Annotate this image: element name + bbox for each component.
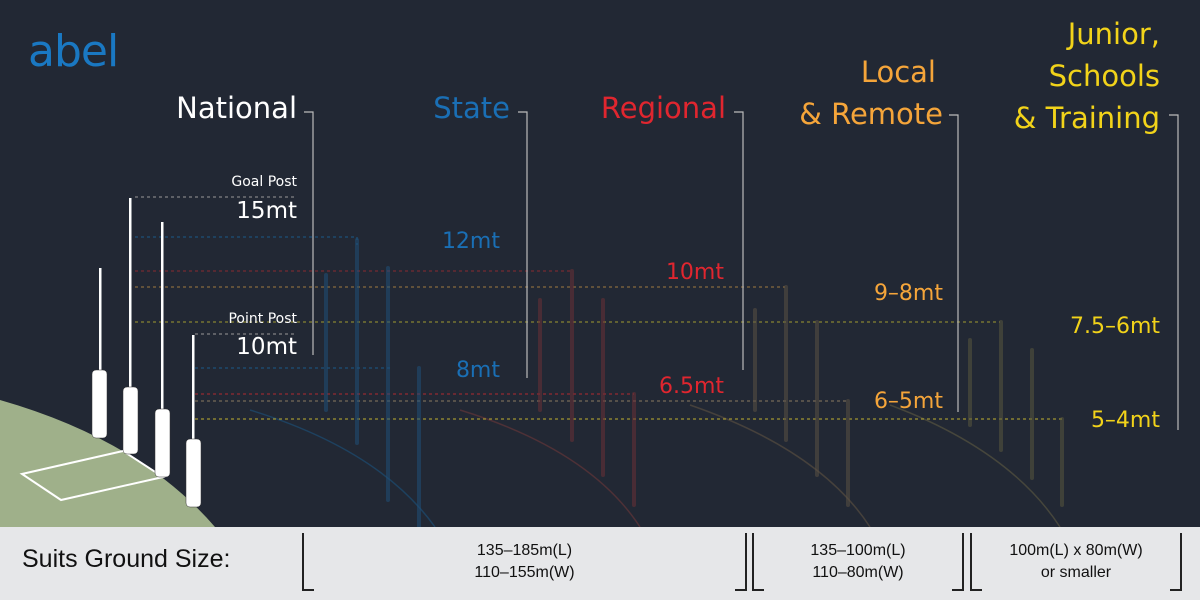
goal-post-diagram: abel — [0, 17, 1179, 527]
ground-size-bar: Suits Ground Size: 135–185m(L) 110–155m(… — [0, 527, 1200, 600]
national-point-height: 10mt — [236, 334, 297, 360]
tier-title-local-2: & Remote — [799, 97, 943, 131]
faint-posts — [324, 238, 1064, 527]
goal-post-label: Goal Post — [231, 174, 297, 190]
regional-goal-height: 10mt — [666, 260, 724, 285]
state-goal-height: 12mt — [442, 229, 500, 254]
ground — [0, 400, 215, 527]
tier-title-local-1: Local — [861, 55, 936, 89]
ground-size-width: 110–155m(W) — [474, 564, 575, 581]
tier-title-junior-1: Junior, — [1066, 17, 1160, 51]
height-guides — [135, 196, 1062, 420]
ground-size-note: or smaller — [1040, 564, 1112, 581]
junior-point-height: 5–4mt — [1091, 408, 1160, 433]
tier-title-state: State — [433, 91, 510, 125]
national-posts — [91, 198, 202, 508]
tier-brackets — [304, 111, 1179, 430]
ground-size-group-3: 100m(L) x 80m(W) or smaller — [970, 533, 1182, 591]
state-point-height: 8mt — [456, 358, 500, 383]
point-post-left — [99, 268, 102, 372]
ground-size-label: Suits Ground Size: — [22, 545, 231, 573]
ground-size-width: 110–80m(W) — [812, 564, 904, 581]
tier-title-national: National — [176, 91, 297, 125]
goal-post-left — [129, 198, 132, 390]
goal-square — [19, 449, 166, 502]
ground-size-length: 100m(L) x 80m(W) — [1009, 542, 1143, 559]
ground-size-length: 135–185m(L) — [476, 542, 573, 559]
national-goal-height: 15mt — [236, 198, 297, 224]
regional-point-height: 6.5mt — [659, 374, 724, 399]
goal-post-right — [161, 222, 164, 412]
ground-size-length: 135–100m(L) — [810, 542, 906, 559]
local-goal-height: 9–8mt — [874, 281, 943, 306]
tier-title-junior-2: Schools — [1049, 59, 1160, 93]
local-point-height: 6–5mt — [874, 389, 943, 414]
junior-goal-height: 7.5–6mt — [1070, 314, 1160, 339]
tier-title-junior-3: & Training — [1014, 101, 1160, 135]
tier-title-regional: Regional — [601, 91, 726, 125]
point-post-label: Point Post — [228, 311, 297, 327]
point-post-right — [192, 335, 195, 441]
tier-ground-arcs — [249, 404, 1061, 527]
abel-logo: abel — [28, 26, 118, 77]
ground-size-group-1: 135–185m(L) 110–155m(W) — [302, 533, 747, 591]
ground-size-group-2: 135–100m(L) 110–80m(W) — [752, 533, 964, 591]
